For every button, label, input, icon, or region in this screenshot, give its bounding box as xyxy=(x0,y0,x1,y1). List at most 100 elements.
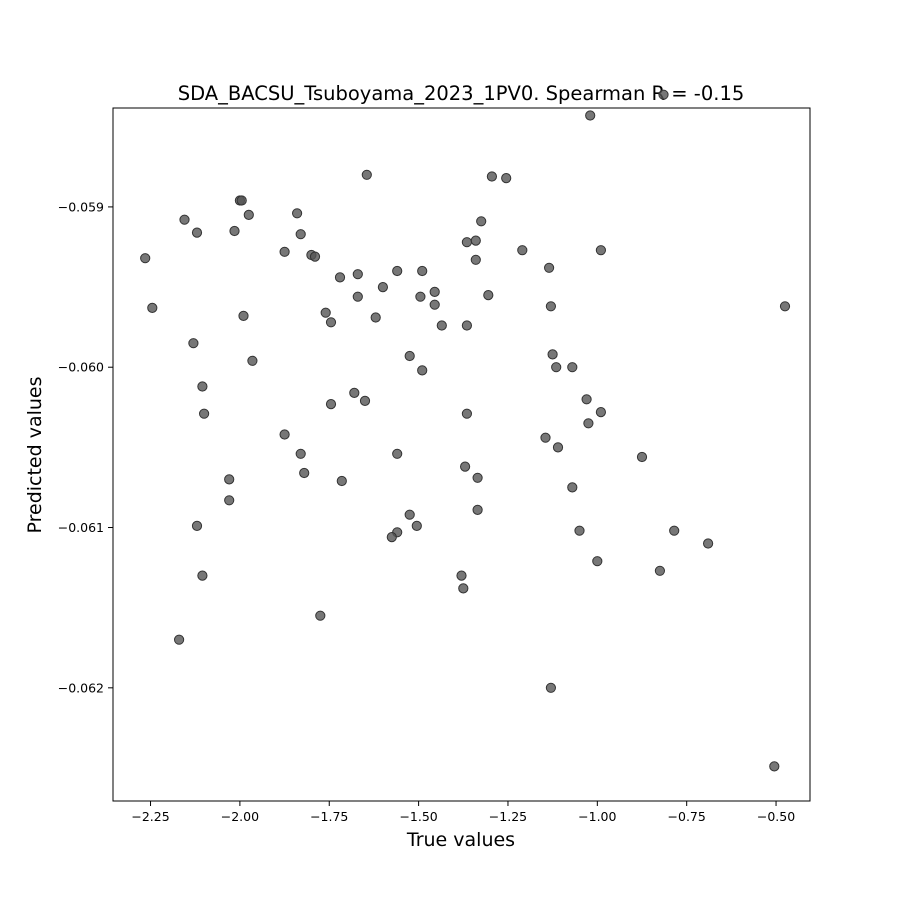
data-point-18 xyxy=(279,246,290,257)
x-tick-label: −2.00 xyxy=(221,809,259,824)
x-tick-label: −0.50 xyxy=(757,809,795,824)
data-point-57 xyxy=(470,254,481,265)
data-point-40 xyxy=(404,350,415,362)
data-point-42 xyxy=(417,265,428,277)
data-point-58 xyxy=(461,320,472,331)
data-point-83 xyxy=(636,451,648,463)
data-point-77 xyxy=(585,110,596,121)
data-point-23 xyxy=(334,272,346,283)
x-tick-label: −1.00 xyxy=(578,809,616,824)
data-point-33 xyxy=(295,448,306,459)
data-point-72 xyxy=(551,362,562,373)
data-point-56 xyxy=(476,216,487,227)
data-point-73 xyxy=(567,362,578,373)
data-point-39 xyxy=(392,448,403,459)
data-point-51 xyxy=(315,610,326,621)
data-point-11 xyxy=(197,381,208,392)
x-axis: −2.25 −2.00 −1.75 −1.50 −1.25 −1.00 −0.75 −0.50 xyxy=(131,801,795,824)
data-point-20 xyxy=(295,229,306,240)
data-point-86 xyxy=(669,525,680,536)
data-point-15 xyxy=(191,520,203,532)
data-point-31 xyxy=(370,312,381,323)
data-point-12 xyxy=(199,408,210,419)
data-point-8 xyxy=(188,338,199,349)
data-point-16 xyxy=(197,570,208,581)
data-point-60 xyxy=(486,171,497,182)
data-point-37 xyxy=(325,399,337,410)
data-point-70 xyxy=(552,442,564,453)
data-point-68 xyxy=(472,504,483,515)
data-point-66 xyxy=(460,461,471,472)
data-point-82 xyxy=(583,418,594,429)
data-point-27 xyxy=(325,317,337,328)
data-point-71 xyxy=(547,349,558,360)
data-point-10 xyxy=(247,355,258,366)
data-point-69 xyxy=(540,432,551,443)
data-point-6 xyxy=(236,195,247,206)
data-point-35 xyxy=(336,475,347,487)
data-point-30 xyxy=(392,265,403,277)
data-point-80 xyxy=(581,394,592,405)
data-point-85 xyxy=(654,565,666,576)
data-point-48 xyxy=(411,520,422,532)
data-point-43 xyxy=(415,291,426,302)
data-point-44 xyxy=(429,286,440,297)
data-point-61 xyxy=(501,173,512,184)
data-point-0 xyxy=(140,253,151,264)
data-point-46 xyxy=(436,320,447,331)
y-tick-label: −0.059 xyxy=(58,199,104,214)
data-point-64 xyxy=(545,301,557,312)
data-point-67 xyxy=(472,472,483,483)
data-point-87 xyxy=(703,538,714,549)
data-point-89 xyxy=(769,761,780,772)
x-tick-label: −2.25 xyxy=(131,809,169,824)
data-point-63 xyxy=(544,262,555,273)
data-point-29 xyxy=(377,282,388,293)
data-point-19 xyxy=(292,208,303,219)
data-point-14 xyxy=(224,495,235,506)
points-layer xyxy=(140,89,791,772)
data-point-9 xyxy=(238,310,249,321)
data-point-17 xyxy=(174,634,185,645)
data-point-53 xyxy=(458,583,469,594)
data-point-78 xyxy=(658,89,669,100)
data-point-3 xyxy=(191,227,203,238)
data-point-52 xyxy=(456,570,467,581)
x-tick-label: −0.75 xyxy=(668,809,706,824)
data-point-76 xyxy=(545,682,557,693)
data-point-41 xyxy=(417,365,428,376)
data-point-79 xyxy=(595,245,607,256)
y-axis: −0.059 −0.060 −0.061 −0.062 xyxy=(58,199,113,695)
data-point-7 xyxy=(243,209,254,220)
data-point-22 xyxy=(309,251,321,262)
data-point-65 xyxy=(461,408,472,419)
x-tick-label: −1.50 xyxy=(399,809,437,824)
x-tick-label: −1.25 xyxy=(489,809,527,824)
data-point-26 xyxy=(320,307,331,318)
data-point-24 xyxy=(352,269,363,280)
data-point-28 xyxy=(361,169,372,180)
data-point-34 xyxy=(299,467,310,479)
y-tick-label: −0.062 xyxy=(58,680,104,695)
data-point-75 xyxy=(574,525,585,536)
y-axis-title: Predicted values xyxy=(24,376,46,533)
y-tick-label: −0.061 xyxy=(58,520,104,535)
chart-title: SDA_BACSU_Tsuboyama_2023_1PV0. Spearman … xyxy=(178,82,745,105)
data-point-54 xyxy=(461,237,472,248)
data-point-88 xyxy=(779,301,791,312)
data-point-59 xyxy=(483,290,494,301)
data-point-25 xyxy=(352,291,363,302)
plot-frame xyxy=(112,107,811,802)
x-axis-title: True values xyxy=(406,829,515,851)
data-point-38 xyxy=(359,395,371,406)
data-point-74 xyxy=(567,482,578,493)
data-point-2 xyxy=(179,214,190,225)
x-tick-label: −1.75 xyxy=(310,809,348,824)
data-point-81 xyxy=(595,407,607,418)
data-point-50 xyxy=(386,532,397,543)
data-point-47 xyxy=(404,509,415,520)
data-point-1 xyxy=(147,302,158,313)
data-point-84 xyxy=(592,556,603,567)
data-point-32 xyxy=(279,429,290,440)
